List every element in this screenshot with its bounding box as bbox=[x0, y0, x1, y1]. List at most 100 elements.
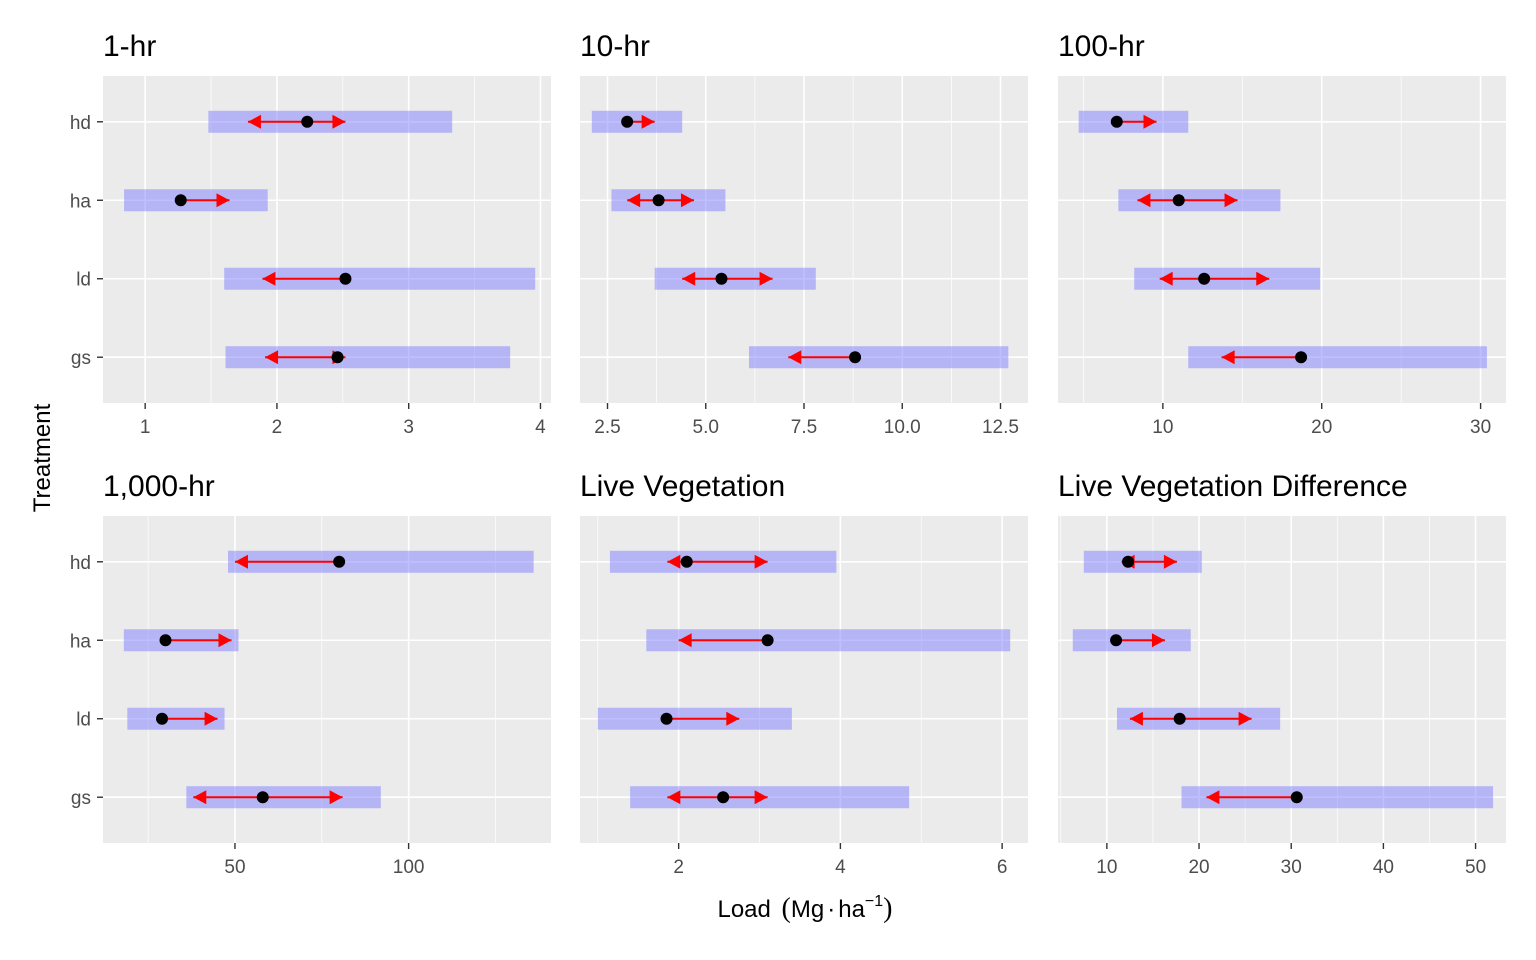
facet-panel: 100-hr 10 20 30 bbox=[1058, 30, 1506, 438]
data-point bbox=[660, 712, 673, 725]
range-bar bbox=[646, 629, 1011, 652]
data-point bbox=[715, 272, 728, 285]
range-bar bbox=[228, 550, 534, 573]
x-axis-unit-ha: ha bbox=[838, 896, 865, 923]
data-point bbox=[159, 634, 172, 647]
data-point bbox=[761, 634, 774, 647]
x-axis-unit-dot: · bbox=[827, 896, 835, 923]
range-bar bbox=[225, 346, 511, 369]
arrow-head-right bbox=[204, 711, 218, 726]
data-point bbox=[1110, 634, 1123, 647]
data-point bbox=[621, 115, 634, 128]
arrow-head-left bbox=[1206, 790, 1220, 805]
x-tick-label: 2.5 bbox=[594, 417, 620, 438]
data-point bbox=[849, 351, 862, 364]
arrow-head-right bbox=[332, 114, 346, 129]
y-tick-label: gs bbox=[71, 788, 91, 809]
x-tick-label: 6 bbox=[997, 857, 1008, 878]
x-tick-label: 2 bbox=[272, 417, 283, 438]
x-tick-label: 5.0 bbox=[693, 417, 719, 438]
arrow-head-left bbox=[682, 271, 696, 286]
panel-title: 1,000-hr bbox=[103, 470, 215, 503]
x-tick-label: 7.5 bbox=[791, 417, 817, 438]
x-tick-label: 20 bbox=[1311, 417, 1332, 438]
arrow-head-right bbox=[1238, 711, 1252, 726]
range-bar bbox=[748, 346, 1009, 369]
arrow-head-right bbox=[759, 271, 773, 286]
data-point bbox=[156, 712, 169, 725]
x-tick-label: 30 bbox=[1470, 417, 1491, 438]
facet-panel: Live Vegetation 2 4 6 bbox=[580, 470, 1028, 878]
x-axis-unit-mg: Mg bbox=[791, 896, 824, 923]
data-point bbox=[717, 791, 730, 804]
data-point bbox=[1110, 115, 1123, 128]
range-bar bbox=[630, 786, 910, 809]
arrow-head-right bbox=[1256, 271, 1270, 286]
arrow-head-right bbox=[754, 554, 768, 569]
data-point bbox=[1198, 272, 1211, 285]
x-tick-label: 4 bbox=[835, 857, 846, 878]
data-point bbox=[256, 791, 269, 804]
facet-panel: 10-hr 2.5 5.0 7.5 10.0 12.5 bbox=[580, 30, 1028, 438]
arrow-head-left bbox=[667, 790, 681, 805]
data-point bbox=[1173, 712, 1186, 725]
x-tick-label: 3 bbox=[403, 417, 414, 438]
x-tick-label: 20 bbox=[1188, 857, 1209, 878]
x-tick-label: 1 bbox=[140, 417, 151, 438]
arrow-head-left bbox=[1129, 711, 1143, 726]
y-tick-label: ha bbox=[70, 191, 92, 212]
y-tick-label: ld bbox=[76, 710, 91, 731]
arrow-head-left bbox=[1137, 193, 1151, 208]
x-tick-label: 50 bbox=[1465, 857, 1486, 878]
x-tick-label: 10.0 bbox=[884, 417, 921, 438]
panel-title: 10-hr bbox=[580, 30, 650, 63]
arrow-head-left bbox=[193, 790, 207, 805]
x-tick-label: 100 bbox=[393, 857, 425, 878]
panel-title: 1-hr bbox=[103, 30, 156, 63]
panel-title: Live Vegetation Difference bbox=[1058, 470, 1408, 503]
data-point bbox=[652, 194, 665, 207]
arrow-head-left bbox=[627, 193, 641, 208]
data-point bbox=[1122, 555, 1135, 568]
x-tick-label: 30 bbox=[1281, 857, 1302, 878]
range-bar bbox=[1181, 786, 1494, 809]
x-tick-label: 4 bbox=[535, 417, 546, 438]
x-tick-label: 10 bbox=[1096, 857, 1117, 878]
arrow-head-left bbox=[788, 350, 802, 365]
arrow-head-right bbox=[329, 790, 343, 805]
x-tick-label: 50 bbox=[224, 857, 245, 878]
facet-panel: 1-hr 1 2 3 4 hd ha ld gs bbox=[70, 30, 551, 438]
arrow-head-left bbox=[265, 350, 279, 365]
arrow-head-right bbox=[1151, 633, 1165, 648]
x-tick-label: 2 bbox=[673, 857, 684, 878]
x-tick-label: 40 bbox=[1373, 857, 1394, 878]
y-axis-title: Treatment bbox=[29, 403, 56, 512]
arrow-head-left bbox=[262, 271, 276, 286]
arrow-head-right bbox=[1163, 554, 1177, 569]
arrow-head-right bbox=[216, 193, 230, 208]
data-point bbox=[331, 351, 344, 364]
data-point bbox=[680, 555, 693, 568]
y-tick-label: gs bbox=[71, 348, 91, 369]
data-point bbox=[301, 115, 314, 128]
arrow-head-right bbox=[754, 790, 768, 805]
arrow-head-right bbox=[1224, 193, 1238, 208]
arrow-head-left bbox=[678, 633, 692, 648]
x-axis-title-text: Load bbox=[717, 896, 770, 923]
arrow-head-left bbox=[667, 554, 681, 569]
data-point bbox=[174, 194, 187, 207]
arrow-head-left bbox=[234, 554, 248, 569]
x-axis-unit-exponent: −1 bbox=[865, 893, 883, 910]
y-tick-label: ha bbox=[70, 631, 92, 652]
data-point bbox=[333, 555, 346, 568]
data-point bbox=[339, 272, 352, 285]
x-axis-title: Load (Mg · ha−1) bbox=[717, 893, 892, 924]
y-tick-label: ld bbox=[76, 270, 91, 291]
panel-title: 100-hr bbox=[1058, 30, 1145, 63]
arrow-head-right bbox=[680, 193, 694, 208]
range-bar bbox=[224, 267, 536, 290]
y-tick-label: hd bbox=[70, 553, 91, 574]
data-point bbox=[1172, 194, 1185, 207]
arrow-head-left bbox=[247, 114, 261, 129]
